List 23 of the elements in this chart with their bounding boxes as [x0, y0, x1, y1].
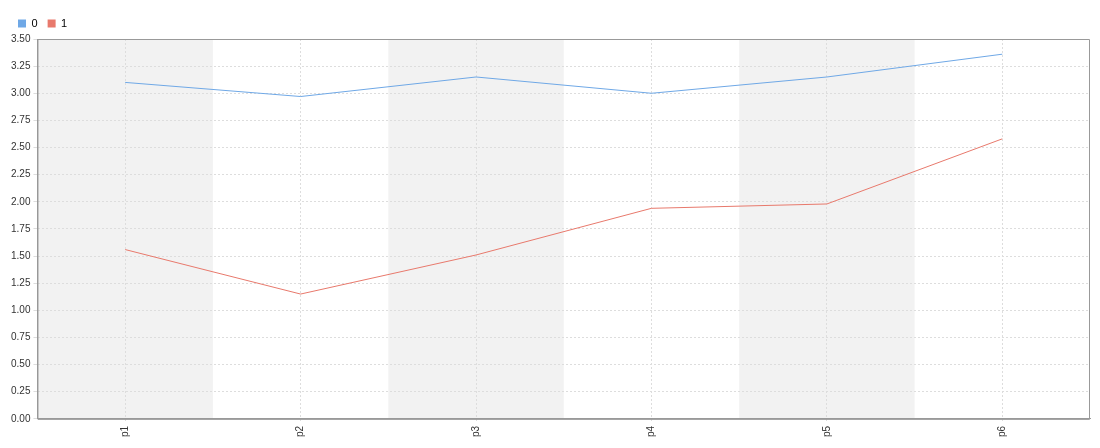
- legend-label: 1: [61, 16, 68, 29]
- x-tick-label: p5: [820, 425, 832, 437]
- legend-label: 0: [31, 16, 38, 29]
- y-tick-label: 1.75: [10, 222, 31, 234]
- y-tick-label: 2.75: [10, 114, 31, 126]
- y-tick-label: 0.00: [10, 412, 31, 424]
- y-tick-label: 0.25: [10, 385, 31, 397]
- y-tick-label: 2.25: [10, 168, 31, 180]
- y-tick-label: 3.00: [10, 87, 31, 99]
- y-tick-label: 1.25: [10, 276, 31, 288]
- x-tick-label: p3: [469, 425, 481, 437]
- y-tick-label: 2.00: [10, 195, 31, 207]
- x-tick-label: p6: [996, 425, 1008, 437]
- y-tick-label: 3.50: [10, 32, 31, 44]
- y-tick-label: 3.25: [10, 59, 31, 71]
- y-tick-label: 0.75: [10, 331, 31, 343]
- y-tick-label: 1.50: [10, 249, 31, 261]
- y-tick-label: 0.50: [10, 358, 31, 370]
- x-tick-label: p1: [118, 425, 130, 437]
- x-tick-label: p2: [294, 425, 306, 437]
- y-tick-label: 1.00: [10, 304, 31, 316]
- y-tick-label: 2.50: [10, 141, 31, 153]
- x-tick-label: p4: [645, 425, 657, 437]
